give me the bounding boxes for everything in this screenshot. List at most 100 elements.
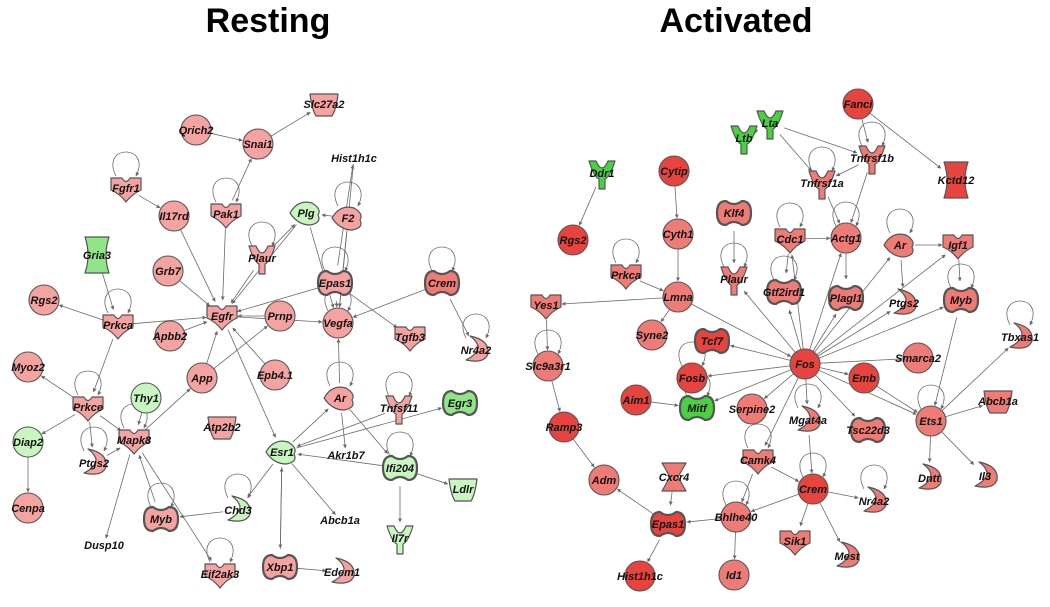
node-adm[interactable]: Adm — [588, 464, 620, 496]
node-sik1[interactable]: Sik1 — [779, 530, 811, 556]
node-cyth1[interactable]: Cyth1 — [662, 218, 694, 250]
node-ltb[interactable]: Ltb — [730, 125, 758, 155]
node-actg1[interactable]: Actg1 — [830, 222, 862, 254]
node-kctd12[interactable]: Kctd12 — [938, 161, 975, 199]
node-esr1[interactable]: Esr1 — [265, 440, 296, 465]
node-ifi204[interactable]: Ifi204 — [381, 454, 419, 482]
node-ldlr[interactable]: Ldlr — [448, 478, 478, 502]
node-epas1b[interactable]: Epas1 — [649, 510, 687, 538]
node-ar[interactable]: Ar — [323, 386, 354, 411]
node-chd3[interactable]: Chd3 — [224, 495, 252, 522]
node-aim1[interactable]: Aim1 — [620, 384, 652, 416]
node-thy1[interactable]: Thy1 — [130, 382, 162, 414]
node-crem2[interactable]: Crem — [797, 473, 829, 505]
node-epb41[interactable]: Epb4.1 — [257, 359, 293, 391]
node-shape — [12, 492, 44, 524]
node-gtf2ird1[interactable]: Gtf2ird1 — [763, 278, 805, 306]
node-hist1h1cb[interactable]: Hist1h1c — [617, 560, 663, 592]
node-grb7[interactable]: Grb7 — [152, 255, 184, 287]
node-cxcr4[interactable]: Cxcr4 — [659, 462, 690, 492]
node-xbp1[interactable]: Xbp1 — [261, 553, 299, 581]
node-cenpa[interactable]: Cenpa — [11, 492, 45, 524]
node-slc9a3r1[interactable]: Slc9a3r1 — [525, 350, 571, 382]
node-vegfa[interactable]: Vegfa — [322, 307, 354, 339]
node-camk4[interactable]: Camk4 — [740, 449, 776, 475]
node-lmna[interactable]: Lmna — [662, 281, 694, 313]
node-tnfsf11[interactable]: Tnfsf11 — [380, 395, 418, 425]
node-tnfrsf1b[interactable]: Tnfrsf1b — [850, 145, 894, 175]
node-prkca[interactable]: Prkca — [102, 314, 134, 340]
node-fos[interactable]: Fos — [789, 348, 821, 380]
node-eif2ak3[interactable]: Eif2ak3 — [201, 563, 240, 589]
node-prkce[interactable]: Prkce — [72, 396, 104, 422]
node-plg[interactable]: Plg — [289, 201, 320, 226]
node-tcf7[interactable]: Tcf7 — [693, 327, 731, 355]
node-bhlhe40[interactable]: Bhlhe40 — [715, 501, 759, 533]
node-ets1[interactable]: Ets1 — [915, 405, 947, 437]
node-yes1[interactable]: Yes1 — [530, 294, 562, 320]
node-ddr1[interactable]: Ddr1 — [588, 160, 616, 190]
node-mapk8[interactable]: Mapk8 — [117, 429, 152, 455]
node-ptgs2[interactable]: Ptgs2 — [79, 448, 109, 475]
node-app[interactable]: App — [186, 362, 218, 394]
node-arb[interactable]: Ar — [883, 233, 914, 258]
node-fgfr1[interactable]: Fgfr1 — [110, 177, 142, 203]
node-atp2b2[interactable]: Atp2b2 — [202, 416, 241, 440]
node-pak1[interactable]: Pak1 — [210, 203, 242, 229]
node-mybb[interactable]: Myb — [942, 286, 980, 314]
node-hist1h1c[interactable]: Hist1h1c — [331, 153, 377, 165]
node-abcb1a[interactable]: Abcb1a — [319, 515, 360, 527]
node-myoz2[interactable]: Myoz2 — [11, 351, 45, 383]
node-il3[interactable]: Il3 — [974, 461, 998, 488]
node-nr4a2[interactable]: Nr4a2 — [461, 335, 492, 362]
node-mgat4a[interactable]: Mgat4a — [789, 405, 827, 432]
node-plaur[interactable]: Plaur — [248, 245, 276, 275]
node-cdc1[interactable]: Cdc1 — [774, 228, 806, 254]
node-serpine2[interactable]: Serpine2 — [729, 393, 775, 425]
node-rgs2b[interactable]: Rgs2 — [557, 224, 589, 256]
node-cytip[interactable]: Cytip — [658, 155, 690, 187]
node-il7r[interactable]: Il7r — [386, 525, 414, 555]
node-igf1[interactable]: Igf1 — [942, 234, 974, 260]
node-dntt[interactable]: Dntt — [918, 463, 942, 490]
node-diap2[interactable]: Diap2 — [12, 426, 44, 458]
node-il17rd[interactable]: Il17rd — [158, 200, 190, 232]
node-nr4a2b[interactable]: Nr4a2 — [859, 486, 890, 513]
node-ptgs2b[interactable]: Ptgs2 — [889, 288, 919, 315]
node-apbb2[interactable]: Apbb2 — [152, 320, 187, 352]
node-tsc22d3[interactable]: Tsc22d3 — [846, 416, 890, 444]
node-myb[interactable]: Myb — [142, 505, 180, 533]
node-egfr[interactable]: Egfr — [206, 305, 238, 331]
node-epas1[interactable]: Epas1 — [316, 269, 354, 297]
node-lta[interactable]: Lta — [756, 110, 784, 140]
node-smarca2[interactable]: Smarca2 — [895, 342, 941, 374]
node-syne2[interactable]: Syne2 — [636, 319, 668, 351]
node-dusp10[interactable]: Dusp10 — [84, 540, 125, 552]
node-id1[interactable]: Id1 — [718, 559, 750, 591]
node-prnp[interactable]: Prnp — [264, 300, 296, 332]
node-slc27a2[interactable]: Slc27a2 — [304, 93, 345, 117]
node-crem[interactable]: Crem — [423, 269, 461, 297]
node-tbxas1[interactable]: Tbxas1 — [1001, 322, 1039, 349]
node-tgfb3[interactable]: Tgfb3 — [394, 326, 426, 352]
node-prkcab[interactable]: Prkca — [610, 264, 642, 290]
node-klf4[interactable]: Klf4 — [715, 199, 753, 227]
node-rgs2[interactable]: Rgs2 — [28, 284, 60, 316]
node-emb[interactable]: Emb — [848, 362, 880, 394]
node-gria3[interactable]: Gria3 — [83, 236, 111, 274]
node-ramp3[interactable]: Ramp3 — [546, 411, 583, 443]
node-f2[interactable]: F2 — [331, 206, 362, 231]
node-mest[interactable]: Mest — [834, 541, 861, 568]
node-snai1[interactable]: Snai1 — [242, 128, 274, 160]
node-fanci[interactable]: Fanci — [842, 88, 874, 120]
node-plagl1[interactable]: Plagl1 — [827, 284, 865, 312]
node-qrich2[interactable]: Qrich2 — [179, 114, 214, 146]
node-abcb1ab[interactable]: Abcb1a — [977, 390, 1018, 414]
node-plaurb[interactable]: Plaur — [720, 266, 748, 296]
node-mitf[interactable]: Mitf — [678, 394, 716, 422]
node-edem1[interactable]: Edem1 — [324, 557, 360, 584]
node-fosb[interactable]: Fosb — [676, 362, 708, 394]
node-egr3[interactable]: Egr3 — [441, 389, 479, 417]
node-tnfrsf1a[interactable]: Tnfrsf1a — [800, 170, 844, 200]
node-akr1b7[interactable]: Akr1b7 — [326, 450, 365, 462]
